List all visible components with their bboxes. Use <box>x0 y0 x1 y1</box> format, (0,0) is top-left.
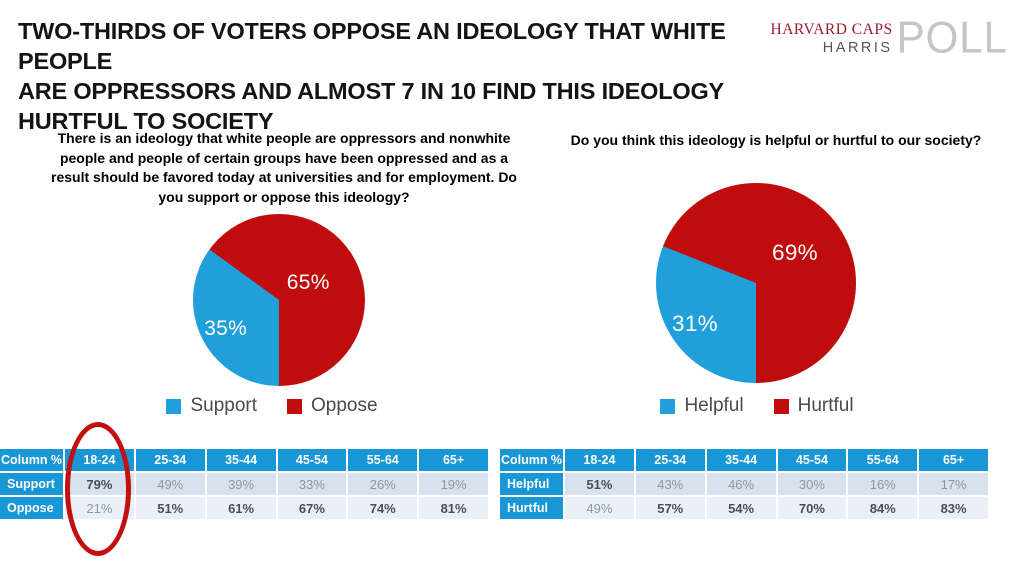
table-value-cell: 84% <box>848 497 918 519</box>
legend-support-oppose: Support Oppose <box>147 395 397 417</box>
table-value-cell: 57% <box>635 497 705 519</box>
legend-helpful-swatch <box>660 398 676 414</box>
pie-slice-label-helpful: 31% <box>672 311 718 336</box>
table-header-cell: 35-44 <box>706 449 776 471</box>
legend-oppose-label: Oppose <box>311 395 378 416</box>
question-helpful-hurtful: Do you think this ideology is helpful or… <box>570 132 982 148</box>
legend-oppose-swatch <box>287 398 302 414</box>
page-title-line-3: HURTFUL TO SOCIETY <box>18 108 274 134</box>
age-table-helpful-hurtful: Column % 18-24 25-34 35-44 45-54 55-64 6… <box>500 449 988 519</box>
highlight-ellipse-18-24-column <box>65 422 131 556</box>
legend-hurtful-label: Hurtful <box>797 395 854 416</box>
table-header-cell: 25-34 <box>135 449 205 471</box>
legend-helpful-hurtful: Helpful Hurtful <box>632 395 882 417</box>
pie-slice-label-oppose: 65% <box>286 270 330 294</box>
table-value-cell: 39% <box>206 473 276 495</box>
table-value-cell: 54% <box>706 497 776 519</box>
table-row-label: Hurtful <box>500 497 563 519</box>
table-value-cell: 67% <box>277 497 347 519</box>
page-title: TWO-THIRDS OF VOTERS OPPOSE AN IDEOLOGY … <box>18 16 818 136</box>
page-title-line-2: ARE OPPRESSORS AND ALMOST 7 IN 10 FIND T… <box>18 78 725 104</box>
legend-item-helpful: Helpful <box>660 395 744 417</box>
table-value-cell: 51% <box>565 473 634 495</box>
table-value-cell: 81% <box>419 497 488 519</box>
table-header-cell: 55-64 <box>348 449 418 471</box>
table-header-cell: 65+ <box>419 449 488 471</box>
table-value-cell: 74% <box>348 497 418 519</box>
table-header-cell: 65+ <box>919 449 988 471</box>
logo-harvard-caps-text: HARVARD CAPS <box>770 20 893 38</box>
table-value-cell: 43% <box>635 473 705 495</box>
table-value-cell: 16% <box>848 473 918 495</box>
logo-text-block: HARVARD CAPS HARRIS <box>771 21 897 56</box>
legend-item-support: Support <box>166 395 257 417</box>
legend-hurtful-swatch <box>773 398 789 414</box>
table-value-cell: 33% <box>277 473 347 495</box>
table-value-cell: 30% <box>777 473 847 495</box>
age-table-support-oppose: Column % 18-24 25-34 35-44 45-54 55-64 6… <box>0 449 488 519</box>
table-value-cell: 49% <box>135 473 205 495</box>
table-header-cell: Column % <box>500 449 563 471</box>
legend-helpful-label: Helpful <box>684 395 744 416</box>
legend-support-swatch <box>166 398 182 414</box>
logo-poll-wordmark: POLL <box>896 12 1008 63</box>
legend-item-hurtful: Hurtful <box>773 395 854 417</box>
pie-chart-support-oppose: 65% 35% <box>193 214 365 386</box>
table-value-cell: 83% <box>919 497 988 519</box>
table-value-cell: 26% <box>348 473 418 495</box>
page-title-line-1: TWO-THIRDS OF VOTERS OPPOSE AN IDEOLOGY … <box>18 18 726 74</box>
question-support-oppose: There is an ideology that white people a… <box>51 130 517 205</box>
table-value-cell: 46% <box>706 473 776 495</box>
table-value-cell: 17% <box>919 473 988 495</box>
table-row-label: Oppose <box>0 497 63 519</box>
harvard-caps-harris-poll-logo: HARVARD CAPS HARRIS POLL <box>771 12 1008 63</box>
pie-slice-label-hurtful: 69% <box>772 240 818 265</box>
pie-chart-helpful-hurtful: 69% 31% <box>656 183 856 383</box>
table-header-cell: 35-44 <box>206 449 276 471</box>
logo-harris-text: HARRIS <box>822 39 893 56</box>
table-row-label: Support <box>0 473 63 495</box>
pie-slice-label-support: 35% <box>204 317 248 341</box>
table-value-cell: 51% <box>135 497 205 519</box>
table-header-cell: 25-34 <box>635 449 705 471</box>
table-value-cell: 70% <box>777 497 847 519</box>
table-header-cell: 18-24 <box>565 449 634 471</box>
table-value-cell: 19% <box>419 473 488 495</box>
table-header-cell: 55-64 <box>848 449 918 471</box>
table-value-cell: 61% <box>206 497 276 519</box>
table-header-cell: 45-54 <box>777 449 847 471</box>
table-value-cell: 49% <box>565 497 634 519</box>
legend-support-label: Support <box>190 395 257 416</box>
table-header-cell: Column % <box>0 449 63 471</box>
table-header-cell: 45-54 <box>277 449 347 471</box>
legend-item-oppose: Oppose <box>287 395 378 417</box>
table-row-label: Helpful <box>500 473 563 495</box>
